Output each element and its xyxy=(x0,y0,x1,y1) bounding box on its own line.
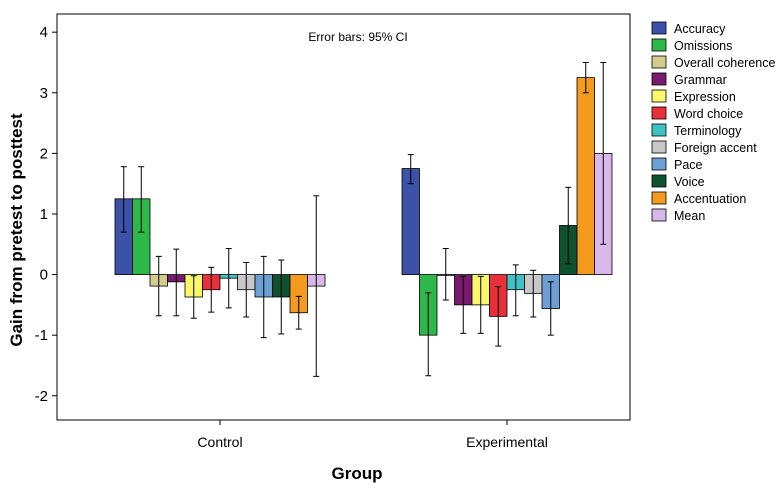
y-tick-label: 4 xyxy=(40,24,48,41)
legend-label: Foreign accent xyxy=(674,141,757,155)
legend-swatch xyxy=(651,191,667,205)
legend-item-accuracy: Accuracy xyxy=(651,21,726,36)
legend-item-terminology: Terminology xyxy=(651,123,742,138)
legend-label: Omissions xyxy=(674,39,732,53)
legend-label: Accentuation xyxy=(674,192,746,206)
legend-swatch xyxy=(651,21,667,35)
legend-item-pace: Pace xyxy=(651,157,703,172)
legend-label: Overall coherence xyxy=(674,56,775,70)
y-axis-title: Gain from pretest to posttest xyxy=(7,113,26,347)
legend-label: Word choice xyxy=(674,107,743,121)
x-axis-title: Group xyxy=(332,464,383,483)
x-category-label: Control xyxy=(197,434,242,450)
bar-accuracy-experimental xyxy=(401,168,420,275)
bar-accentuation-experimental xyxy=(576,77,595,275)
legend-swatch xyxy=(651,55,667,69)
legend-item-mean: Mean xyxy=(651,208,705,223)
legend-swatch xyxy=(651,174,667,188)
legend-label: Expression xyxy=(674,90,736,104)
legend-swatch xyxy=(651,38,667,52)
legend-item-omissions: Omissions xyxy=(651,38,732,53)
legend-label: Mean xyxy=(674,209,705,223)
legend-item-expression: Expression xyxy=(651,89,736,104)
legend-item-foreign-accent: Foreign accent xyxy=(651,140,757,155)
legend-label: Terminology xyxy=(674,124,742,138)
legend-swatch xyxy=(651,140,667,154)
y-tick-label: 0 xyxy=(40,267,48,284)
legend-item-word-choice: Word choice xyxy=(651,106,743,121)
legend-item-voice: Voice xyxy=(651,174,705,189)
legend-label: Grammar xyxy=(674,73,727,87)
y-tick-label: -2 xyxy=(35,388,48,405)
legend-swatch xyxy=(651,123,667,137)
x-category-label: Experimental xyxy=(466,434,548,450)
y-tick-label: 2 xyxy=(40,145,48,162)
legend-item-accentuation: Accentuation xyxy=(651,191,746,206)
annotation-text: Error bars: 95% CI xyxy=(308,30,407,44)
legend-swatch xyxy=(651,157,667,171)
y-tick-label: 3 xyxy=(40,85,48,102)
plot-area-frame xyxy=(56,13,631,421)
legend-label: Pace xyxy=(674,158,703,172)
legend-swatch xyxy=(651,106,667,120)
legend-swatch xyxy=(651,208,667,222)
y-tick-label: -1 xyxy=(35,327,48,344)
legend-label: Voice xyxy=(674,175,705,189)
legend-item-grammar: Grammar xyxy=(651,72,727,87)
legend-swatch xyxy=(651,89,667,103)
y-tick-label: 1 xyxy=(40,206,48,223)
legend-item-overall-coherence: Overall coherence xyxy=(651,55,775,70)
legend-label: Accuracy xyxy=(674,22,726,36)
legend-swatch xyxy=(651,72,667,86)
